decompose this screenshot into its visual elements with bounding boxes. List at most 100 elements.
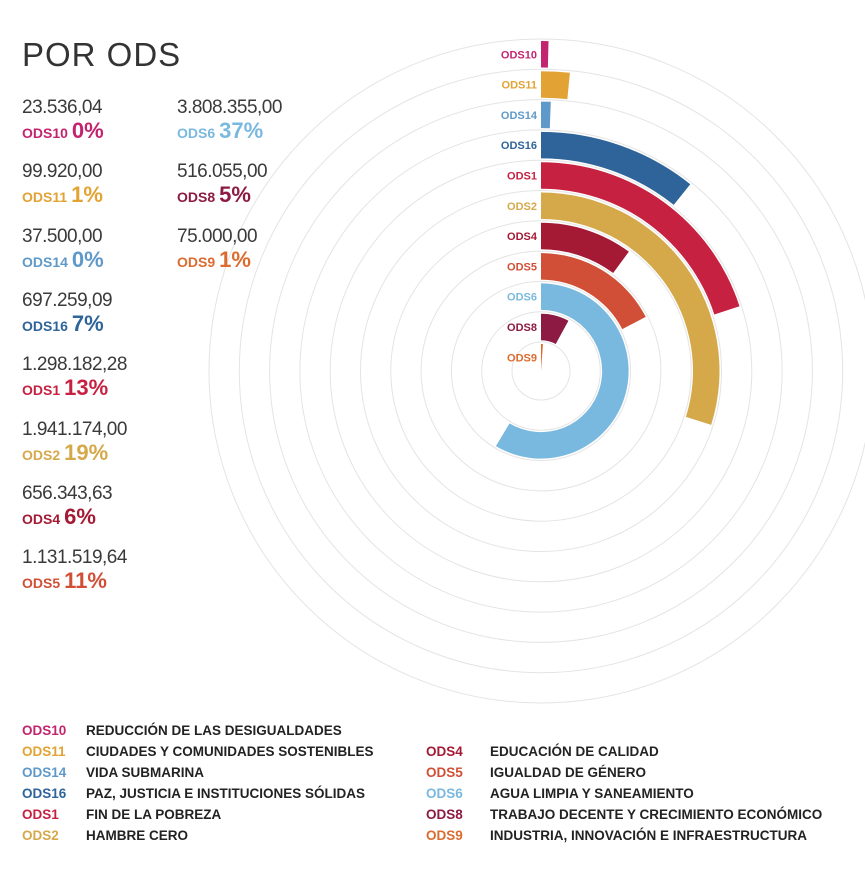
bar-ods1 [541, 162, 740, 315]
legend-item-ods6: ODS6 AGUA LIMPIA Y SANEAMIENTO [426, 783, 822, 804]
legend-name: AGUA LIMPIA Y SANEAMIENTO [490, 786, 694, 801]
legend-item-ods8: ODS8 TRABAJO DECENTE Y CRECIMIENTO ECONÓM… [426, 804, 822, 825]
grid-ring [269, 99, 813, 643]
legend-item-ods16: ODS16 PAZ, JUSTICIA E INSTITUCIONES SÓLID… [22, 783, 374, 804]
ring-label-ods6: ODS6 [507, 292, 537, 304]
bar-ods5 [541, 253, 646, 330]
ring-label-ods2: ODS2 [507, 201, 537, 213]
legend-code: ODS11 [22, 744, 66, 759]
ring-label-ods9: ODS9 [507, 352, 537, 364]
legend-item-ods14: ODS14 VIDA SUBMARINA [22, 762, 374, 783]
stat-amount: 1.298.182,28 [22, 354, 127, 376]
grid-ring [481, 311, 601, 431]
legend-name: EDUCACIÓN DE CALIDAD [490, 744, 659, 759]
legend-name: IGUALDAD DE GÉNERO [490, 765, 647, 780]
stat-ods6: 3.808.355,00 ODS6 37% [177, 97, 327, 146]
legend-code: ODS6 [426, 786, 463, 801]
legend-name: TRABAJO DECENTE Y CRECIMIENTO ECONÓMICO [490, 807, 823, 822]
grid-ring [208, 38, 865, 704]
bar-ods16 [541, 131, 691, 205]
stat-amount: 23.536,04 [22, 97, 103, 118]
bar-ods10 [541, 41, 549, 68]
stat-amount: 516.055,00 [177, 161, 268, 183]
grid-ring [420, 250, 662, 492]
legend-name: REDUCCIÓN DE LAS DESIGUALDADES [86, 723, 342, 738]
stat-amount: 3.808.355,00 [177, 97, 282, 118]
stat-percent: 11% [64, 568, 107, 594]
stat-amount: 656.343,63 [22, 482, 113, 504]
legend-code: ODS16 [22, 786, 67, 801]
stat-amount: 1.941.174,00 [22, 418, 127, 440]
legend-name: PAZ, JUSTICIA E INSTITUCIONES SÓLIDAS [86, 786, 366, 801]
legend-name: CIUDADES Y COMUNIDADES SOSTENIBLES [86, 744, 374, 759]
grid-ring [329, 159, 753, 583]
stat-percent: 5% [219, 182, 251, 208]
grid-ring [238, 68, 844, 674]
stat-amount: 99.920,00 [22, 161, 103, 183]
legend-item-ods5: ODS5 IGUALDAD DE GÉNERO [426, 762, 822, 783]
stat-ods2: 1.941.174,00 ODS2 19% [22, 419, 172, 468]
stat-ods5: 1.131.519,64 ODS5 11% [22, 547, 172, 596]
stat-ods1: 1.298.182,28 ODS1 13% [22, 354, 172, 403]
legend-item-ods10: ODS10 REDUCCIÓN DE LAS DESIGUALDADES [22, 720, 374, 741]
legend-name: FIN DE LA POBREZA [86, 807, 222, 822]
grid-ring [299, 129, 783, 613]
stat-amount: 1.131.519,64 [22, 547, 127, 569]
stat-ods11: 99.920,00 ODS11 1% [22, 161, 172, 210]
grid-rings [208, 38, 865, 704]
legend-code: ODS8 [426, 807, 463, 822]
stat-code: ODS6 [177, 125, 216, 141]
bar-ods11 [541, 71, 570, 100]
stat-percent: 37% [219, 118, 264, 143]
stat-ods8: 516.055,00 ODS8 5% [177, 161, 327, 210]
stat-code: ODS4 [22, 510, 61, 527]
stat-percent: 6% [64, 503, 96, 529]
ring-label-ods1: ODS1 [507, 170, 537, 182]
legend-item-ods2: ODS2 HAMBRE CERO [22, 825, 374, 846]
ring-label-ods10: ODS10 [501, 49, 537, 61]
legend-item-ods11: ODS11 CIUDADES Y COMUNIDADES SOSTENIBLES [22, 741, 374, 762]
bar-ods14 [541, 101, 551, 129]
stat-percent: 0% [71, 246, 104, 272]
ring-label-ods5: ODS5 [507, 261, 537, 273]
legend-item-ods9: ODS9 INDUSTRIA, INNOVACIÓN E INFRAESTRUCT… [426, 825, 822, 846]
legend-item-ods1: ODS1 FIN DE LA POBREZA [22, 804, 374, 825]
stat-ods10: 23.536,04 ODS10 0% [22, 97, 172, 146]
stat-code: ODS2 [22, 446, 61, 463]
legend-code: ODS5 [426, 765, 463, 780]
ring-label-ods8: ODS8 [507, 322, 537, 334]
stat-ods9: 75.000,00 ODS9 1% [177, 226, 327, 275]
legend-item-ods4: ODS4 EDUCACIÓN DE CALIDAD [426, 741, 822, 762]
stat-ods4: 656.343,63 ODS4 6% [22, 483, 172, 532]
stat-amount: 37.500,00 [22, 225, 103, 247]
bar-ods4 [541, 222, 629, 273]
legend-code: ODS10 [22, 723, 67, 738]
grid-ring [450, 280, 632, 462]
ring-label-ods14: ODS14 [501, 110, 538, 122]
stat-percent: 7% [71, 310, 104, 336]
stat-code: ODS5 [22, 575, 61, 592]
stat-amount: 75.000,00 [177, 225, 258, 247]
stat-percent: 1% [219, 246, 251, 272]
legend-code: ODS1 [22, 807, 59, 822]
stat-code: ODS16 [22, 317, 68, 334]
stat-percent: 1% [71, 182, 103, 208]
bar-ods2 [541, 192, 720, 425]
stat-code: ODS1 [22, 382, 61, 399]
legend-left: ODS10 REDUCCIÓN DE LAS DESIGUALDADES ODS11… [22, 720, 374, 846]
ring-label-ods11: ODS11 [502, 80, 537, 92]
stat-code: ODS8 [177, 189, 216, 206]
stat-ods14: 37.500,00 ODS14 0% [22, 226, 172, 275]
stat-code: ODS10 [22, 125, 68, 141]
stat-code: ODS14 [22, 253, 68, 270]
ring-label-ods16: ODS16 [501, 140, 537, 152]
bar-ods9 [541, 344, 543, 371]
legend-name: VIDA SUBMARINA [86, 765, 204, 780]
legend-name: INDUSTRIA, INNOVACIÓN E INFRAESTRUCTURA [490, 828, 807, 843]
bar-ods6 [495, 283, 629, 459]
bar-ods8 [541, 313, 569, 344]
legend-code: ODS14 [22, 765, 67, 780]
page-title: POR ODS [22, 36, 182, 73]
ring-label-ods4: ODS4 [507, 231, 538, 243]
